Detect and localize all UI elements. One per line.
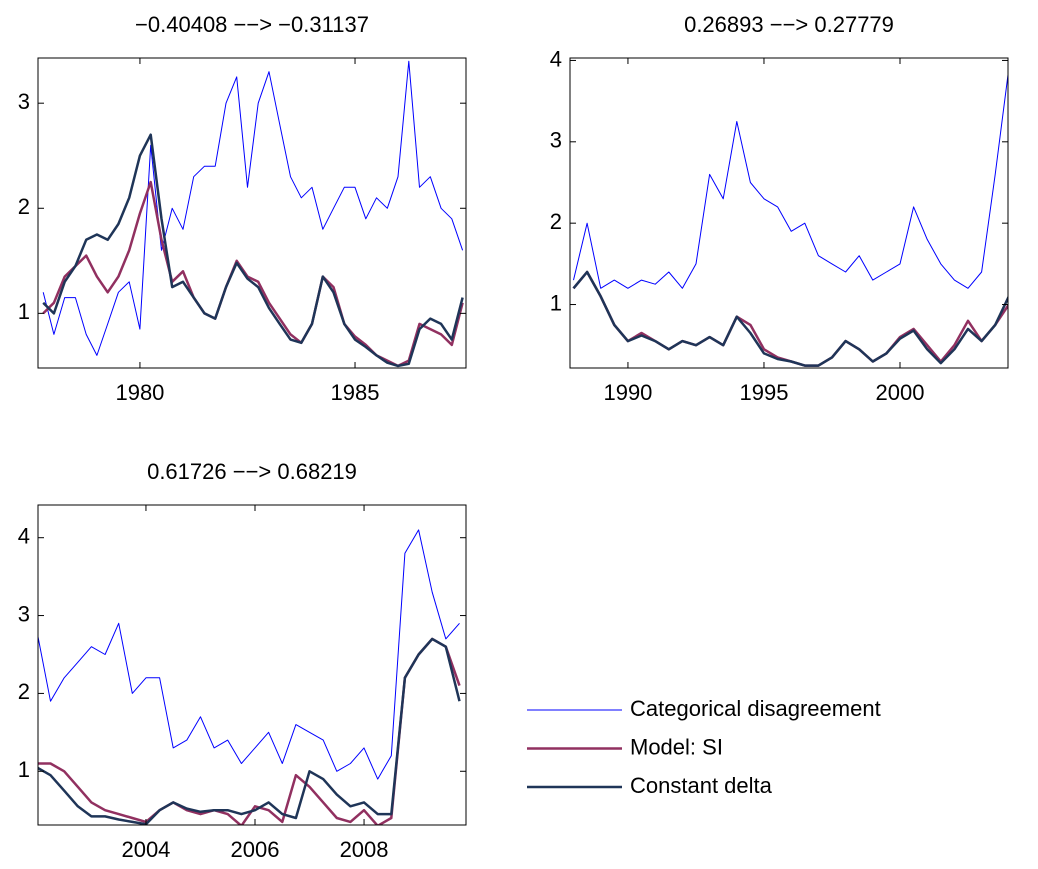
subplot: −0.40408 −−> −0.31137 1 2 3 1980 1985 (18, 12, 467, 405)
y-tick-label: 1 (18, 757, 30, 782)
series-line (572, 270, 1008, 367)
chart-title: 0.26893 −−> 0.27779 (684, 12, 894, 37)
legend-label: Model: SI (630, 734, 723, 759)
axes-box (37, 504, 467, 826)
y-tick-label: 3 (18, 89, 30, 114)
series-line (38, 637, 461, 825)
series-line (42, 133, 464, 368)
y-tick-label: 4 (550, 46, 562, 71)
chart-title: −0.40408 −−> −0.31137 (135, 12, 369, 37)
legend: Categorical disagreement Model: SI Constan… (527, 696, 881, 798)
y-tick-label: 2 (18, 679, 30, 704)
x-tick-label: 2008 (340, 837, 389, 862)
y-tick-label: 1 (18, 299, 30, 324)
legend-label: Categorical disagreement (630, 696, 881, 721)
y-tick-label: 1 (550, 290, 562, 315)
axes-box (37, 57, 467, 369)
series-line (42, 60, 464, 356)
x-tick-label: 2006 (231, 837, 280, 862)
subplot: 0.26893 −−> 0.27779 1 2 3 4 1990 1995 2000 (550, 12, 1009, 405)
x-tick-label: 1980 (115, 380, 164, 405)
y-tick-label: 2 (18, 194, 30, 219)
series-line (38, 637, 461, 825)
series-line (38, 529, 460, 780)
subplot: 0.61726 −−> 0.68219 1 2 3 4 2004 2006 2008 (18, 459, 467, 862)
y-tick-label: 2 (550, 209, 562, 234)
series-line (42, 180, 464, 368)
x-tick-label: 2004 (121, 837, 170, 862)
legend-label: Constant delta (630, 773, 773, 798)
series-line (573, 70, 1008, 289)
y-tick-label: 3 (18, 601, 30, 626)
y-tick-label: 3 (550, 128, 562, 153)
axes-box (569, 57, 1009, 369)
x-tick-label: 1990 (603, 380, 652, 405)
x-tick-label: 1985 (331, 380, 380, 405)
series-line (572, 270, 1008, 367)
x-tick-label: 1995 (739, 380, 788, 405)
x-tick-label: 2000 (876, 380, 925, 405)
chart-title: 0.61726 −−> 0.68219 (147, 459, 357, 484)
y-tick-label: 4 (18, 524, 30, 549)
